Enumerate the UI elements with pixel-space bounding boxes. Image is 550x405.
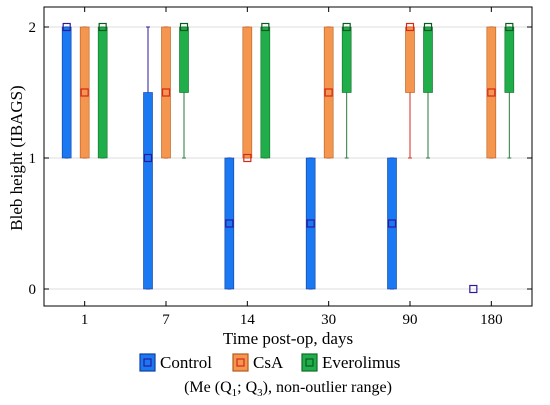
median-marker-control-7 — [143, 153, 153, 163]
iqr-box-everolimus-7 — [179, 26, 189, 93]
iqr-box-everolimus-1 — [97, 26, 108, 159]
iqr-box-csa-7 — [161, 26, 171, 159]
median-marker-control-14 — [225, 219, 234, 228]
x-tick-label-1: 7 — [162, 312, 170, 328]
median-marker-csa-30 — [324, 88, 333, 97]
median-marker-everolimus-1 — [98, 22, 107, 32]
median-marker-everolimus-90 — [423, 22, 433, 32]
iqr-box-csa-14 — [242, 26, 253, 159]
x-tick-label-0: 1 — [81, 312, 89, 328]
legend-item-control: Control — [139, 353, 212, 372]
box-everolimus-90 — [423, 22, 433, 159]
box-control-14 — [224, 157, 235, 290]
median-marker-everolimus-180 — [505, 22, 514, 32]
x-tick-label-2: 14 — [240, 312, 256, 328]
legend-swatch-everolimus — [301, 353, 318, 372]
legend-swatch-control — [139, 353, 156, 372]
median-marker-control-90 — [387, 219, 397, 228]
legend-note-pre: (Me (Q — [184, 379, 232, 396]
iqr-box-everolimus-14 — [260, 26, 271, 159]
legend-label-csa: CsA — [253, 353, 284, 372]
iqr-box-csa-30 — [323, 26, 334, 159]
x-tick-label-4: 90 — [403, 312, 418, 328]
box-everolimus-180 — [504, 22, 515, 159]
median-marker-control-180 — [469, 284, 478, 294]
legend-marker-everolimus — [305, 358, 314, 367]
median-marker-everolimus-30 — [342, 22, 351, 32]
box-control-30 — [305, 157, 316, 290]
iqr-box-control-30 — [305, 157, 316, 290]
legend-note-mid: ; Q — [237, 379, 257, 396]
median-marker-csa-14 — [243, 153, 252, 163]
iqr-box-everolimus-180 — [504, 26, 515, 93]
x-tick-label-5: 180 — [480, 312, 503, 328]
y-tick-label-2: 2 — [29, 20, 37, 36]
plot-area: 0 1 2 1 7 14 30 90 180 — [29, 6, 533, 328]
legend-swatch-csa — [232, 353, 249, 372]
median-marker-csa-90 — [405, 22, 415, 32]
iqr-box-csa-1 — [79, 26, 90, 159]
legend-label-everolimus: Everolimus — [322, 353, 400, 372]
iqr-box-control-1 — [61, 26, 72, 159]
median-marker-control-1 — [62, 22, 71, 32]
legend-marker-control — [143, 358, 152, 367]
iqr-box-everolimus-30 — [341, 26, 352, 93]
boxes-layer — [61, 22, 515, 294]
legend-note-sub1: 1 — [232, 387, 238, 399]
y-axis-label: Bleb height (IBAGS) — [7, 85, 26, 230]
median-marker-everolimus-14 — [261, 22, 270, 32]
box-csa-14 — [242, 26, 253, 163]
x-tick-label-3: 30 — [321, 312, 336, 328]
box-control-1 — [61, 22, 72, 159]
median-marker-everolimus-7 — [179, 22, 189, 32]
box-control-7 — [143, 26, 153, 290]
iqr-box-csa-180 — [486, 26, 497, 159]
y-tick-label-0: 0 — [29, 282, 37, 298]
box-everolimus-1 — [97, 22, 108, 159]
box-csa-90 — [405, 22, 415, 159]
legend: Control CsA Everolimus — [139, 353, 400, 372]
median-marker-csa-7 — [161, 88, 171, 97]
box-csa-30 — [323, 26, 334, 159]
median-marker-control-30 — [306, 219, 315, 228]
y-tick-label-1: 1 — [29, 151, 37, 167]
box-csa-1 — [79, 26, 90, 159]
box-everolimus-30 — [341, 22, 352, 159]
legend-note-post: ), non-outlier range) — [263, 379, 392, 396]
legend-item-everolimus: Everolimus — [301, 353, 400, 372]
legend-marker-csa — [236, 358, 245, 367]
box-control-180 — [469, 284, 478, 294]
box-everolimus-14 — [260, 22, 271, 159]
legend-item-csa: CsA — [232, 353, 284, 372]
legend-note-sub2: 3 — [257, 387, 263, 399]
median-marker-csa-1 — [80, 88, 89, 97]
iqr-box-everolimus-90 — [423, 26, 433, 93]
plot-frame — [43, 6, 533, 307]
median-marker-csa-180 — [487, 88, 496, 97]
x-axis-label: Time post-op, days — [223, 329, 353, 348]
box-csa-7 — [161, 26, 171, 159]
legend-note: (Me (Q1; Q3), non-outlier range) — [184, 379, 392, 399]
box-csa-180 — [486, 26, 497, 159]
iqr-box-control-14 — [224, 157, 235, 290]
box-everolimus-7 — [179, 22, 189, 159]
iqr-box-control-90 — [387, 157, 397, 290]
iqr-box-control-7 — [143, 92, 153, 290]
legend-label-control: Control — [160, 353, 212, 372]
box-control-90 — [387, 157, 397, 290]
iqr-box-csa-90 — [405, 26, 415, 93]
